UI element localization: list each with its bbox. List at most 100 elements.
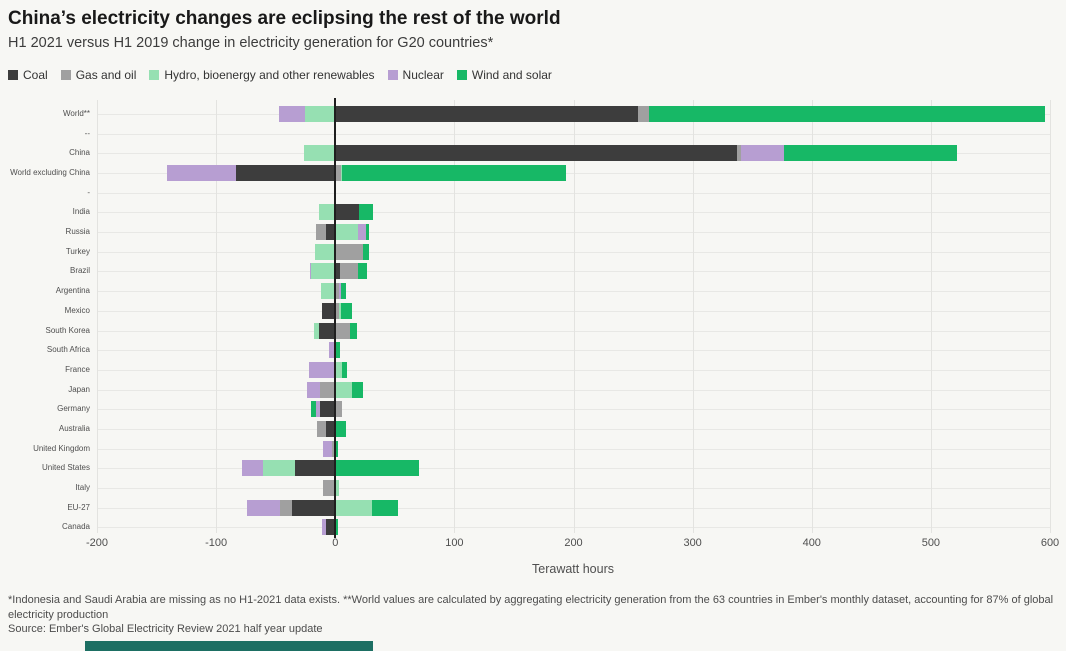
x-tick-label: 500 [921, 537, 941, 549]
legend-swatch-icon [60, 70, 71, 80]
bar-segment [318, 322, 336, 339]
bar-segment [736, 145, 742, 162]
legend-item: Coal [8, 68, 48, 82]
bar-segment [340, 263, 358, 280]
bar-segment [335, 381, 352, 398]
x-tick-label: 300 [683, 537, 702, 549]
bar-segment [784, 145, 958, 162]
bar-segment [362, 243, 369, 260]
bar-segment [311, 263, 336, 280]
bar-segment [648, 106, 1046, 122]
legend-swatch-icon [149, 70, 160, 80]
category-label: World excluding China [10, 168, 90, 178]
chart-title: China’s electricity changes are eclipsin… [8, 8, 561, 29]
bar-segment [167, 165, 237, 182]
bar-segment [247, 499, 281, 516]
bar-segment [304, 145, 336, 162]
bar-segment [316, 224, 326, 241]
bar-segment [294, 460, 336, 477]
x-tick-label: 600 [1040, 537, 1060, 549]
category-label: Argentina [55, 286, 90, 296]
category-label: EU-27 [67, 502, 90, 512]
legend-label: Coal [23, 68, 48, 82]
source-line: Source: Ember's Global Electricity Revie… [8, 623, 323, 635]
category-label: Canada [61, 522, 90, 532]
bar-segment [338, 302, 342, 319]
chart-subtitle: H1 2021 versus H1 2019 change in electri… [8, 35, 494, 51]
legend-swatch-icon [387, 70, 398, 80]
bar-segment [320, 283, 336, 300]
bar-segment [335, 106, 638, 122]
bar-segment [341, 165, 343, 182]
legend-label: Gas and oil [75, 68, 137, 82]
bar-segment [262, 460, 295, 477]
bar-segment [280, 499, 293, 516]
bar-segment [322, 302, 336, 319]
bar-segment [314, 243, 336, 260]
bar-segment [335, 145, 737, 162]
bar-segment [341, 283, 346, 300]
bar-segment [322, 519, 326, 536]
legend-swatch-icon [456, 70, 467, 80]
bar-segment [305, 106, 336, 122]
bar-segment [341, 302, 352, 319]
gridline [454, 100, 456, 533]
bar-segment [292, 499, 336, 516]
bar-segment [310, 263, 312, 280]
x-tick-label: 0 [332, 537, 339, 549]
bar-segment [335, 322, 350, 339]
category-label: Russia [65, 227, 90, 237]
bar-segment [325, 420, 336, 437]
category-label: - [87, 187, 90, 197]
gridline [97, 100, 98, 533]
bar-segment [741, 145, 785, 162]
legend: Coal Gas and oil Hydro, bioenergy and othe… [8, 68, 552, 82]
bar-segment [357, 224, 367, 241]
bar-segment [335, 204, 360, 221]
bar-segment [342, 165, 567, 182]
bar-segment [306, 381, 320, 398]
bar-segment [329, 342, 336, 359]
bar-segment [342, 361, 348, 378]
gridline [1050, 100, 1051, 533]
bar-segment [323, 479, 336, 496]
bar-segment [316, 401, 320, 418]
category-label: South Korea [45, 325, 90, 335]
gridline [811, 100, 813, 533]
legend-swatch-icon [8, 70, 18, 80]
bar-segment [319, 381, 336, 398]
bar-segment [325, 519, 336, 536]
bar-segment [335, 420, 346, 437]
bar-segment [317, 420, 326, 437]
category-label: -- [84, 128, 90, 138]
category-label: World** [63, 109, 90, 118]
bar-segment [335, 283, 339, 300]
category-label: Japan [68, 384, 90, 394]
legend-item: Nuclear [387, 68, 444, 82]
bar-segment [335, 460, 419, 477]
bar-segment [335, 499, 373, 516]
category-label: Turkey [65, 246, 90, 256]
category-label: France [65, 364, 90, 374]
category-label: Mexico [64, 305, 90, 315]
gridline [216, 100, 218, 533]
legend-label: Nuclear [402, 68, 444, 82]
category-label: Italy [75, 482, 90, 492]
bar-segment [236, 165, 336, 182]
legend-item: Hydro, bioenergy and other renewables [149, 68, 375, 82]
bar-segment [242, 460, 263, 477]
x-tick-label: 100 [445, 537, 464, 549]
footnote: *Indonesia and Saudi Arabia are missing … [8, 594, 1054, 622]
brand-strip [85, 641, 373, 651]
bar-segment [637, 106, 649, 122]
category-label: South Africa [46, 345, 90, 355]
x-tick-label: 200 [564, 537, 583, 549]
bar-segment [311, 401, 317, 418]
bar-segment [372, 499, 399, 516]
legend-label: Wind and solar [471, 68, 552, 82]
category-label: United States [41, 463, 90, 473]
bar-segment [335, 342, 340, 359]
category-label: Germany [57, 404, 90, 414]
bar-segment [335, 224, 358, 241]
